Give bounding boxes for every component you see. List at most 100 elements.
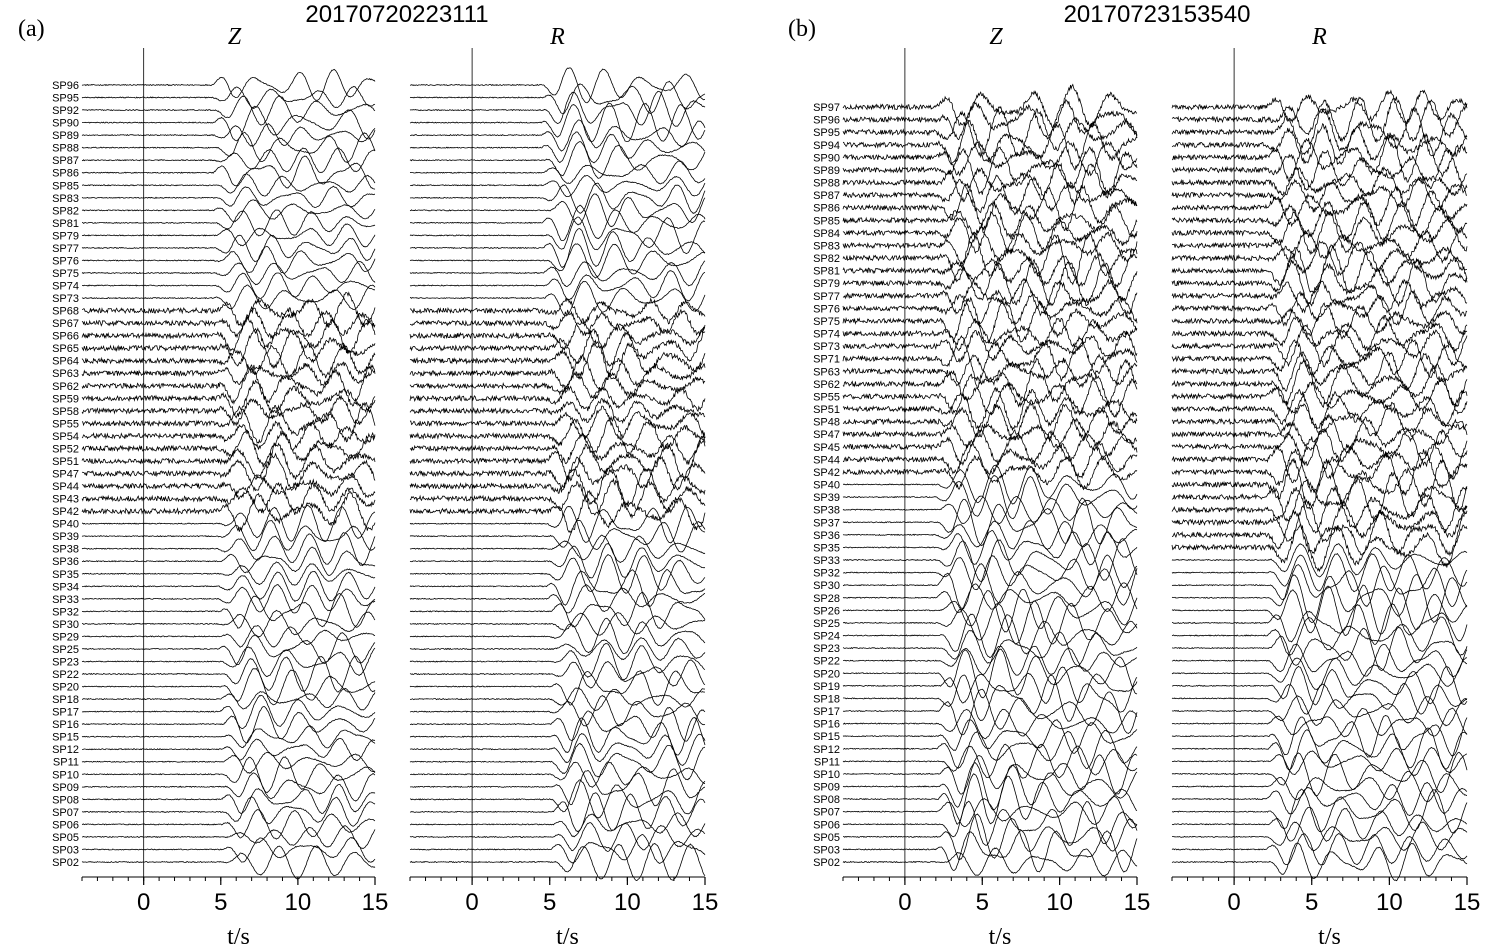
station-label: SP62 <box>52 381 79 393</box>
trace <box>81 327 376 369</box>
trace <box>81 737 376 762</box>
trace <box>81 772 376 802</box>
trace <box>409 308 706 337</box>
trace <box>81 837 376 863</box>
trace <box>82 784 376 814</box>
x-tick-label: 15 <box>1124 889 1151 916</box>
trace <box>409 228 706 269</box>
station-label: SP23 <box>52 656 79 668</box>
x-tick-label: 5 <box>1305 889 1318 916</box>
trace <box>842 538 1138 582</box>
x-tick-label: 10 <box>1376 889 1403 916</box>
trace <box>842 400 1138 441</box>
station-label: SP19 <box>813 681 840 693</box>
trace <box>409 328 706 367</box>
station-label: SP92 <box>52 105 79 117</box>
station-label: SP87 <box>52 155 79 167</box>
trace <box>81 105 376 142</box>
station-label: SP39 <box>813 492 840 504</box>
trace <box>1171 401 1468 443</box>
trace <box>1171 337 1468 378</box>
trace <box>409 732 706 766</box>
trace <box>409 612 706 636</box>
trace <box>81 420 376 451</box>
panel-tag: (a) <box>18 16 45 42</box>
station-label: SP82 <box>52 205 79 217</box>
trace <box>842 211 1138 255</box>
station-label: SP62 <box>813 379 840 391</box>
station-label: SP05 <box>813 832 840 844</box>
station-label: SP90 <box>52 118 79 130</box>
station-label: SP38 <box>52 544 79 556</box>
station-label: SP10 <box>813 769 840 781</box>
trace <box>842 231 1138 286</box>
trace <box>1171 379 1468 415</box>
station-label: SP12 <box>813 744 840 756</box>
trace <box>1171 257 1468 308</box>
station-label: SP24 <box>813 631 840 643</box>
x-tick-label: 5 <box>214 889 227 916</box>
station-label: SP03 <box>52 844 79 856</box>
trace <box>1171 833 1468 866</box>
trace <box>1171 707 1468 738</box>
station-label: SP85 <box>52 180 79 192</box>
station-label: SP97 <box>813 102 840 114</box>
component-label: R <box>1311 24 1327 50</box>
trace <box>409 405 706 441</box>
trace <box>842 475 1138 520</box>
x-tick-label: 10 <box>614 889 641 916</box>
station-label: SP86 <box>52 168 79 180</box>
station-label: SP51 <box>813 404 840 416</box>
trace <box>81 155 376 190</box>
trace <box>409 160 706 185</box>
station-label: SP89 <box>813 165 840 177</box>
trace <box>81 756 376 794</box>
trace <box>409 670 706 706</box>
trace <box>842 162 1138 206</box>
station-label: SP29 <box>52 631 79 643</box>
station-label: SP44 <box>52 481 79 493</box>
station-label: SP66 <box>52 331 79 343</box>
trace <box>409 659 706 689</box>
station-label: SP40 <box>52 519 79 531</box>
trace <box>409 779 706 819</box>
station-label: SP02 <box>52 857 79 869</box>
station-label: SP38 <box>813 505 840 517</box>
station-label: SP05 <box>52 832 79 844</box>
station-label: SP82 <box>813 253 840 265</box>
trace <box>1171 323 1468 368</box>
trace <box>842 495 1138 525</box>
trace <box>842 497 1137 547</box>
trace <box>842 317 1138 351</box>
panel-tag: (b) <box>788 16 816 42</box>
trace <box>409 465 706 508</box>
trace <box>409 280 706 317</box>
station-label: SP17 <box>52 707 79 719</box>
trace <box>1171 289 1468 327</box>
station-label: SP79 <box>813 278 840 290</box>
station-label: SP74 <box>52 281 79 293</box>
station-label: SP23 <box>813 643 840 655</box>
x-axis-label: t/s <box>989 924 1012 947</box>
station-label: SP75 <box>52 268 79 280</box>
station-label: SP32 <box>813 568 840 580</box>
station-label: SP67 <box>52 318 79 330</box>
trace <box>842 582 1138 614</box>
trace <box>409 643 706 681</box>
station-label: SP75 <box>813 316 840 328</box>
traces <box>842 83 1138 877</box>
trace <box>81 316 376 355</box>
trace <box>1171 388 1468 429</box>
trace <box>1171 574 1468 624</box>
trace <box>842 762 1138 811</box>
station-label: SP22 <box>813 656 840 668</box>
station-label: SP25 <box>813 618 840 630</box>
trace <box>842 847 1138 877</box>
station-label: SP30 <box>52 619 79 631</box>
trace <box>842 373 1138 418</box>
trace <box>81 667 376 706</box>
station-label: SP35 <box>813 542 840 554</box>
trace <box>1171 458 1468 513</box>
trace <box>1171 543 1468 578</box>
traces <box>1171 89 1468 882</box>
